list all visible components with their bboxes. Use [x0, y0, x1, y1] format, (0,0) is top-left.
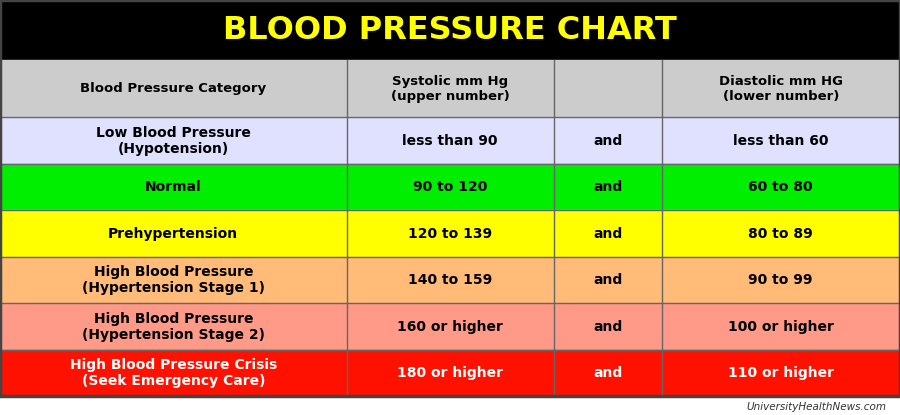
Bar — [0, 350, 900, 396]
Text: less than 90: less than 90 — [402, 134, 498, 148]
Bar — [0, 117, 900, 164]
Text: 80 to 89: 80 to 89 — [749, 227, 813, 241]
Text: and: and — [593, 320, 622, 334]
Text: and: and — [593, 227, 622, 241]
Text: and: and — [593, 366, 622, 380]
Text: and: and — [593, 180, 622, 194]
Text: Low Blood Pressure
(Hypotension): Low Blood Pressure (Hypotension) — [95, 126, 251, 156]
Bar — [0, 0, 900, 60]
Text: Normal: Normal — [145, 180, 202, 194]
Text: Prehypertension: Prehypertension — [108, 227, 239, 241]
Text: and: and — [593, 134, 622, 148]
Text: High Blood Pressure Crisis
(Seek Emergency Care): High Blood Pressure Crisis (Seek Emergen… — [69, 358, 277, 388]
Text: 120 to 139: 120 to 139 — [408, 227, 492, 241]
Text: 140 to 159: 140 to 159 — [408, 273, 492, 287]
Text: High Blood Pressure
(Hypertension Stage 1): High Blood Pressure (Hypertension Stage … — [82, 265, 265, 295]
Bar — [0, 60, 900, 117]
Bar — [0, 210, 900, 257]
Text: High Blood Pressure
(Hypertension Stage 2): High Blood Pressure (Hypertension Stage … — [82, 312, 265, 342]
Text: 110 or higher: 110 or higher — [728, 366, 833, 380]
Bar — [0, 164, 900, 210]
Text: Diastolic mm HG
(lower number): Diastolic mm HG (lower number) — [719, 75, 842, 103]
Text: 160 or higher: 160 or higher — [397, 320, 503, 334]
Text: 100 or higher: 100 or higher — [728, 320, 833, 334]
Text: 90 to 99: 90 to 99 — [749, 273, 813, 287]
Text: UniversityHealthNews.com: UniversityHealthNews.com — [746, 402, 886, 412]
Text: 90 to 120: 90 to 120 — [413, 180, 487, 194]
Bar — [0, 257, 900, 303]
Text: Blood Pressure Category: Blood Pressure Category — [80, 82, 266, 95]
Text: and: and — [593, 273, 622, 287]
Text: 60 to 80: 60 to 80 — [749, 180, 813, 194]
Text: Systolic mm Hg
(upper number): Systolic mm Hg (upper number) — [391, 75, 509, 103]
Text: 180 or higher: 180 or higher — [397, 366, 503, 380]
Text: less than 60: less than 60 — [733, 134, 829, 148]
Bar — [0, 303, 900, 350]
Text: BLOOD PRESSURE CHART: BLOOD PRESSURE CHART — [223, 15, 677, 46]
